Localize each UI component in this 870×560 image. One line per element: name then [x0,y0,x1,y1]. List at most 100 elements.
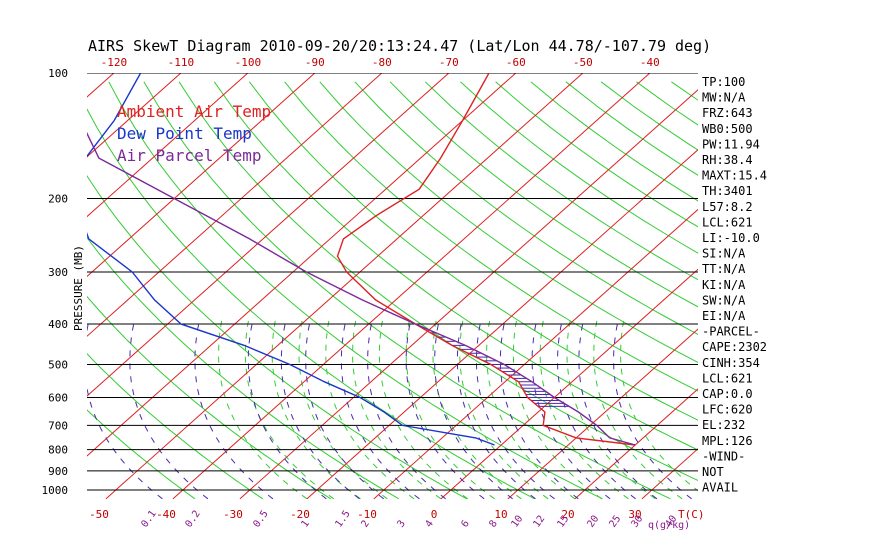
isotherm [105,73,584,500]
pressure-tick-label: 100 [48,67,68,80]
mixing-ratio-tick-label: 4 [423,518,435,529]
top-temp-tick-label: -50 [573,56,593,69]
index-label: LCL:621 [702,371,753,385]
dry-adiabat [742,82,870,499]
dry-adiabat [178,81,698,481]
bottom-temp-tick-label: 0 [431,508,438,521]
isotherm [87,73,316,278]
y-axis-label: PRESSURE (MB) [72,245,85,331]
isotherm [306,148,698,500]
index-label: LCL:621 [702,215,753,229]
isotherm [87,73,383,337]
mixing-ratio-line [531,319,611,500]
moist-adiabat [298,319,388,500]
isotherm [87,73,115,98]
moist-adiabat [244,319,334,500]
x-axis-unit-label: T(C) [678,508,705,521]
bottom-temp-tick-label: -20 [290,508,310,521]
dry-adiabat [87,236,399,500]
isotherm [440,268,698,500]
top-temp-tick-label: -60 [506,56,526,69]
moist-adiabat [218,319,308,500]
dry-adiabat [87,295,331,500]
dry-adiabat [495,81,698,228]
pressure-tick-label: 800 [48,444,68,457]
top-temp-tick-label: -90 [305,56,325,69]
mixing-ratio-tick-label: 20 [585,514,601,530]
mixing-ratio-line [499,319,579,500]
isotherm [172,73,651,500]
mixing-ratio-tick-label: 1 [299,518,311,529]
chart-title: AIRS SkewT Diagram 2010-09-20/20:13:24.4… [88,37,711,55]
isotherm [641,448,698,500]
moist-adiabat [486,319,576,500]
isotherm [574,388,698,500]
mixing-ratio-line [556,319,636,500]
index-label: CINH:354 [702,356,760,370]
index-label: KI:N/A [702,278,746,292]
index-label: MW:N/A [702,91,746,105]
isotherm [87,73,249,218]
dry-adiabat [847,82,870,499]
isotherm [87,73,182,158]
index-label: L57:8.2 [702,200,753,214]
dry-adiabat [812,82,870,499]
moist-adiabat [566,319,656,500]
mixing-ratio-tick-label: 0.5 [251,509,270,530]
mixing-ratio-tick-label: 0.2 [183,509,202,530]
series-ambient-air-temp [336,73,636,446]
bottom-temp-tick-label: 10 [494,508,507,521]
plot-area [87,73,870,500]
top-temp-tick-label: -120 [101,56,128,69]
index-label: CAP:0.0 [702,387,753,401]
legend-entry: Air Parcel Temp [117,146,262,165]
dry-adiabat [777,82,870,499]
dry-adiabat [213,81,698,451]
dry-adiabat [354,81,698,335]
mixing-ratio-line [434,319,513,500]
isotherm [373,208,698,500]
index-label: PW:11.94 [702,137,760,151]
mixing-ratio-line [475,319,555,500]
dry-adiabat [319,81,698,364]
isotherm [507,328,698,500]
bottom-temp-tick-label: -50 [89,508,109,521]
moist-adiabat [459,319,549,500]
dry-adiabat [143,81,671,500]
mixing-ratio-tick-label: 12 [531,514,547,530]
mixing-ratio-line [87,319,163,500]
pressure-tick-label: 500 [48,358,68,371]
moist-adiabat [352,319,442,500]
index-label: LI:-10.0 [702,231,760,245]
pressure-tick-label: 600 [48,391,68,404]
bottom-temp-tick-label: -30 [223,508,243,521]
pressure-tick-label: 700 [48,419,68,432]
top-temp-tick-label: -110 [168,56,195,69]
isotherm [87,73,517,457]
index-label: -PARCEL- [702,325,760,339]
moist-adiabat [432,319,522,500]
index-label: TT:N/A [702,262,746,276]
top-temp-tick-label: -100 [235,56,262,69]
pressure-tick-label: 1000 [42,484,69,497]
mixing-ratio-tick-label: 25 [607,514,623,530]
moist-adiabat [539,319,629,500]
dry-adiabat [87,174,467,500]
legend: Ambient Air Temp Dew Point Temp Air Parcel… [117,102,271,165]
mixing-ratio-tick-label: 8 [487,518,499,529]
mixing-ratio-unit-label: q(g/kg) [648,520,690,531]
legend-entry: Dew Point Temp [117,124,252,143]
index-label: TH:3401 [702,184,753,198]
moist-adiabat [378,319,468,500]
index-label: MAXT:15.4 [702,169,767,183]
index-label: TP:100 [702,75,745,89]
top-temp-tick-label: -80 [372,56,392,69]
moist-adiabat [620,319,698,492]
mixing-ratio-tick-label: 10 [509,514,525,530]
mixing-ratio-line [129,319,209,500]
mixing-ratio-line [305,319,385,500]
mixing-ratio-tick-label: 6 [459,518,471,529]
top-temp-tick-label: -70 [439,56,459,69]
bottom-temp-tick-label: 30 [628,508,641,521]
index-label: AVAIL [702,481,738,495]
